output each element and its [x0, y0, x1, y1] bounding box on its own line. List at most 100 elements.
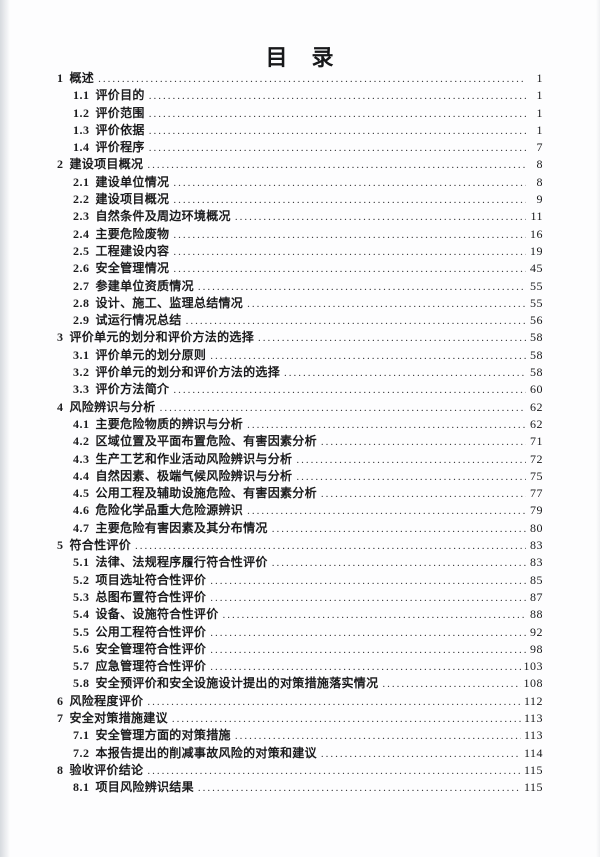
toc-entry-number: 5.7	[73, 659, 90, 674]
toc-entry-5.8: 5.8 安全预评价和安全设施设计提出的对策措施落实情况 108	[57, 675, 543, 692]
dot-leader	[149, 123, 526, 140]
toc-entry-page-number: 1	[536, 71, 543, 85]
toc-entry-page-number: 58	[530, 347, 543, 362]
toc-list: 1概述11.1评价目的11.2评价范围11.3评价依据11.4评价程序72建设项…	[57, 70, 543, 796]
toc-entry-title: 区域位置及平面布置危险、有害因素分析	[95, 434, 317, 449]
toc-entry-number: 4.4	[73, 468, 90, 483]
dot-leader	[149, 88, 526, 105]
toc-entry-title: 符合性评价	[69, 538, 132, 553]
toc-entry-page-number: 62	[530, 399, 543, 414]
toc-entry-4.1: 4.1 主要危险物质的辨识与分析 62	[57, 416, 543, 433]
toc-entry-3: 3 评价单元的划分和评价方法的选择 58	[57, 329, 543, 346]
toc-entry-4.7: 4.7 主要危险有害因素及其分布情况 80	[57, 520, 543, 537]
toc-entry-5.1: 5.1 法律、法规程序履行符合性评价 83	[57, 554, 543, 571]
dot-leader	[210, 573, 526, 590]
dot-leader	[258, 330, 526, 347]
toc-entry-title: 项目风险辨识结果	[95, 780, 194, 795]
toc-entry-page-number: 8	[536, 174, 543, 189]
toc-entry-number: 2	[57, 157, 64, 172]
toc-entry-5.6: 5.6 安全管理符合性评价 98	[57, 641, 543, 658]
toc-entry-page-number: 1	[536, 122, 543, 137]
toc-entry-page-number: 1	[536, 88, 543, 103]
toc-entry-title: 设备、设施符合性评价	[95, 607, 219, 622]
toc-entry-1: 1 概述 1	[57, 70, 543, 87]
dot-leader	[173, 227, 526, 244]
toc-entry-3.2: 3.2 评价单元的划分和评价方法的选择 58	[57, 364, 543, 381]
toc-entry-number: 5.2	[73, 572, 90, 587]
toc-entry-title: 自然因素、极端气候风险辨识与分析	[95, 468, 293, 483]
dot-leader	[160, 400, 526, 417]
toc-entry-number: 1.4	[73, 140, 90, 155]
toc-entry-title: 工程建设内容	[95, 243, 170, 258]
dot-leader	[147, 763, 521, 780]
toc-entry-page-number: 92	[530, 624, 543, 639]
dot-leader	[210, 642, 526, 659]
toc-entry-4.6: 4.6 危险化学品重大危险源辨识 79	[57, 502, 543, 519]
toc-entry-page-number: 7	[536, 140, 543, 155]
toc-entry-4.4: 4.4 自然因素、极端气候风险辨识与分析 75	[57, 468, 543, 485]
toc-entry-page-number: 83	[530, 538, 543, 553]
toc-entry-page-number: 55	[530, 295, 543, 310]
toc-entry-page-number: 103	[523, 659, 543, 674]
toc-entry-5: 5 符合性评价 83	[57, 537, 543, 554]
toc-entry-number: 1.2	[73, 105, 90, 120]
dot-leader	[147, 157, 526, 174]
toc-entry-number: 4.3	[73, 451, 90, 466]
toc-entry-5.7: 5.7 应急管理符合性评价 103	[57, 658, 543, 675]
toc-entry-5.3: 5.3 总图布置符合性评价 87	[57, 589, 543, 606]
dot-leader	[223, 607, 526, 624]
toc-entry-5.5: 5.5 公用工程符合性评价 92	[57, 624, 543, 641]
toc-entry-number: 4.1	[73, 416, 90, 431]
toc-entry-page-number: 87	[530, 589, 543, 604]
toc-entry-page-number: 55	[530, 278, 543, 293]
toc-entry-number: 2.5	[73, 243, 90, 258]
dot-leader	[296, 452, 526, 469]
toc-entry-page-number: 19	[530, 243, 543, 258]
toc-entry-number: 2.1	[73, 174, 90, 189]
toc-entry-title: 验收评价结论	[69, 762, 144, 777]
dot-leader	[272, 555, 526, 572]
dot-leader	[382, 676, 520, 693]
toc-entry-title: 危险化学品重大危险源辨识	[95, 503, 244, 518]
toc-entry-title: 安全对策措施建议	[69, 710, 168, 725]
toc-entry-page-number: 71	[530, 434, 543, 449]
toc-entry-page-number: 112	[523, 693, 543, 708]
dot-leader	[198, 780, 521, 797]
toc-entry-number: 7	[57, 710, 64, 725]
dot-leader	[210, 348, 526, 365]
toc-entry-title: 安全预评价和安全设施设计提出的对策措施落实情况	[95, 676, 379, 691]
toc-entry-page-number: 9	[536, 192, 543, 207]
toc-entry-5.4: 5.4 设备、设施符合性评价 88	[57, 606, 543, 623]
dot-leader	[247, 503, 526, 520]
toc-entry-4.3: 4.3 生产工艺和作业活动风险辨识与分析 72	[57, 451, 543, 468]
toc-entry-7.1: 7.1 安全管理方面的对策措施 113	[57, 727, 543, 744]
dot-leader	[198, 279, 526, 296]
toc-entry-title: 评价程序	[95, 140, 145, 155]
toc-entry-1.2: 1.2 评价范围 1	[57, 105, 543, 122]
toc-entry-page-number: 83	[530, 555, 543, 570]
dot-leader	[186, 313, 526, 330]
toc-entry-3.3: 3.3 评价方法简介 60	[57, 381, 543, 398]
dot-leader	[235, 209, 526, 226]
toc-entry-number: 5.4	[73, 607, 90, 622]
dot-leader	[284, 365, 526, 382]
toc-entry-title: 安全管理符合性评价	[95, 641, 207, 656]
toc-entry-number: 4	[57, 399, 64, 414]
toc-entry-page-number: 88	[530, 607, 543, 622]
toc-entry-number: 5.5	[73, 624, 90, 639]
toc-entry-title: 评价单元的划分和评价方法的选择	[95, 365, 281, 380]
toc-entry-title: 风险辨识与分析	[69, 399, 156, 414]
toc-entry-title: 风险程度评价	[69, 693, 144, 708]
toc-entry-page-number: 62	[530, 416, 543, 431]
toc-entry-page-number: 45	[530, 261, 543, 276]
toc-entry-page-number: 11	[530, 209, 543, 224]
toc-entry-3.1: 3.1 评价单元的划分原则 58	[57, 347, 543, 364]
toc-entry-number: 3.1	[73, 347, 90, 362]
dot-leader	[135, 538, 526, 555]
toc-entry-number: 2.4	[73, 226, 90, 241]
toc-entry-number: 3.3	[73, 382, 90, 397]
toc-entry-number: 5.6	[73, 641, 90, 656]
toc-entry-number: 4.7	[73, 520, 90, 535]
toc-entry-title: 评价范围	[95, 105, 145, 120]
